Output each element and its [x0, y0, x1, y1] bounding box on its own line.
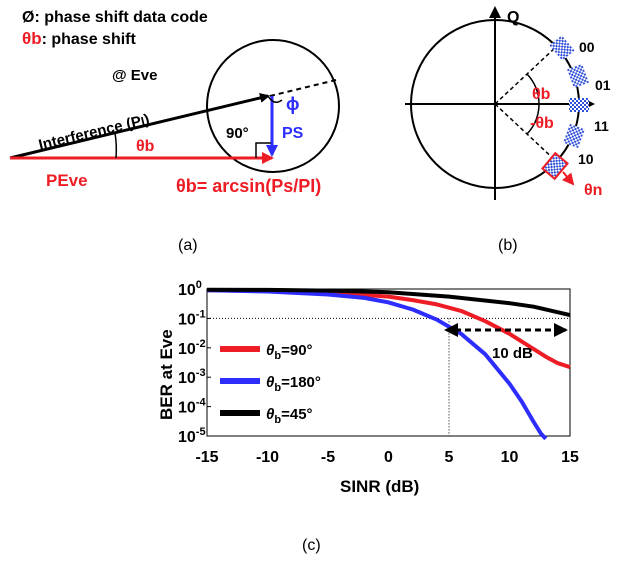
- series-line-2: [206, 287, 571, 318]
- y-tick-label: 10-4: [178, 397, 206, 417]
- x-tick-label: 15: [561, 449, 579, 466]
- ten-db-arrowhead-right: [554, 323, 568, 337]
- y-ticks: 100 10-1 10-2 10-3 10-4 10-5: [178, 279, 211, 446]
- x-tick-label: -15: [195, 449, 218, 466]
- x-tick-label: -10: [256, 449, 279, 466]
- q-axis-label: Q: [507, 9, 519, 26]
- cluster-11: [569, 98, 589, 112]
- panel-c: 10 dB -15 -10 -5 0 5 10 15 100 10-1 10-2 10-3 10-4…: [157, 279, 579, 554]
- theta-n-box: [541, 151, 569, 181]
- symbol-11: 11: [594, 118, 609, 134]
- p-eve-label: PEve: [46, 171, 88, 190]
- legend-label-45: θb=45°: [266, 406, 313, 426]
- theta-n-arrow: [561, 171, 575, 186]
- x-tick-label: 5: [445, 449, 454, 466]
- y-axis-label: BER at Eve: [157, 329, 176, 420]
- legend-label-90: θb=90°: [266, 342, 313, 362]
- right-angle-marker: [255, 142, 271, 158]
- caption-c: (c): [302, 537, 321, 554]
- interference-vector: [9, 93, 270, 160]
- cluster-10a: [563, 123, 585, 149]
- y-tick-label: 10-5: [178, 426, 206, 446]
- theta-b-pos: θb: [532, 86, 551, 103]
- x-tick-label: 10: [501, 449, 519, 466]
- formula: θb= arcsin(Ps/PI): [176, 176, 321, 196]
- x-tick-label: -5: [321, 449, 335, 466]
- plot-frame: [206, 288, 571, 437]
- series-line-1: [206, 288, 548, 441]
- theta-arc-down: [526, 103, 540, 135]
- theta-n-label: θn: [584, 182, 602, 199]
- ps-label: PS: [282, 125, 304, 142]
- ten-db-arrowhead-left: [444, 323, 458, 337]
- caption-a: (a): [178, 237, 198, 254]
- symbol-10: 10: [578, 151, 594, 167]
- y-tick-label: 100: [178, 279, 202, 299]
- legend-phase-code: Ø: phase shift data code: [22, 9, 208, 26]
- right-angle-label: 90°: [226, 125, 249, 142]
- phi-arc: [267, 95, 283, 103]
- symbol-00: 00: [579, 39, 595, 55]
- theta-b-neg: -θb: [530, 115, 554, 132]
- dashed-ray-up: [494, 45, 558, 105]
- cluster-10b: [542, 153, 568, 179]
- x-tick-label: 0: [384, 449, 393, 466]
- y-tick-label: 10-3: [178, 367, 206, 387]
- symbol-01: 01: [595, 77, 611, 93]
- caption-b: (b): [498, 237, 518, 254]
- ten-db-label: 10 dB: [492, 345, 533, 362]
- eve-label: @ Eve: [112, 67, 157, 84]
- circle-a: [206, 39, 340, 173]
- theta-arc-a: [114, 132, 118, 159]
- legend-phase-shift-text: : phase shift: [42, 31, 137, 48]
- legend-theta-symbol: θb: [22, 29, 42, 48]
- cluster-01: [567, 63, 589, 89]
- legend-label-180: θb=180°: [266, 374, 321, 394]
- interference-label: Interference (PI): [37, 111, 151, 154]
- dashed-extension: [269, 79, 337, 97]
- phi-label: ϕ: [286, 94, 300, 114]
- panel-b: Q θb -θb 00 01 11 10 θn (b): [405, 6, 611, 254]
- y-tick-label: 10-2: [178, 338, 206, 358]
- y-tick-label: 10-1: [178, 308, 206, 328]
- panel-a: Ø: phase shift data code θb: phase shift…: [9, 9, 340, 254]
- theta-b-label-a: θb: [136, 138, 155, 155]
- cluster-00: [549, 35, 575, 61]
- x-axis-label: SINR (dB): [340, 477, 419, 496]
- legend-phase-shift: θb: phase shift: [22, 29, 136, 48]
- series-lines: [206, 287, 571, 441]
- legend: θb=90° θb=180° θb=45°: [220, 342, 321, 426]
- x-ticks: -15 -10 -5 0 5 10 15: [195, 449, 579, 466]
- theta-arc-up: [526, 73, 540, 105]
